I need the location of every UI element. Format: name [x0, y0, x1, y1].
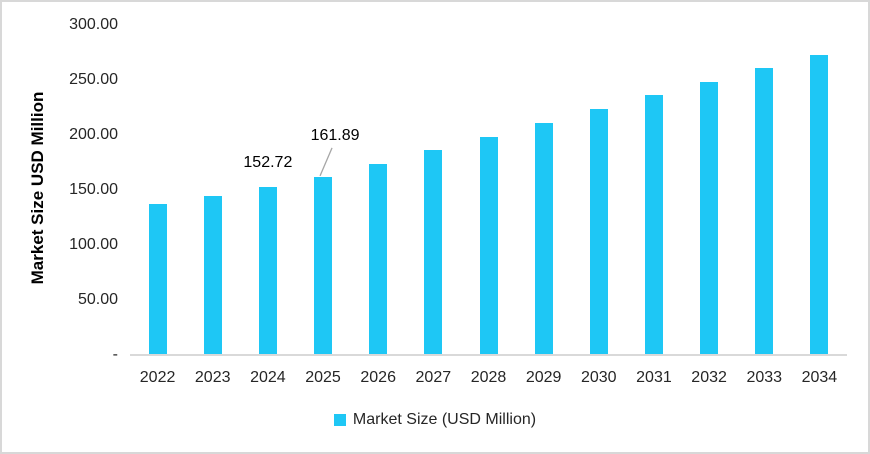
- x-tick-label-2026: 2026: [360, 369, 396, 386]
- bar-2034: [810, 54, 829, 355]
- y-tick-label: 300.00: [69, 16, 118, 33]
- bar-2024: [258, 187, 277, 355]
- x-tick-label-2032: 2032: [691, 369, 727, 386]
- bar-2029: [534, 122, 553, 355]
- x-tick-label-2027: 2027: [415, 369, 452, 386]
- bar-2022: [148, 204, 167, 355]
- bar-2027: [424, 149, 443, 355]
- legend-label: Market Size (USD Million): [352, 411, 537, 428]
- x-tick-label-2028: 2028: [470, 369, 507, 386]
- x-tick-label-2023: 2023: [194, 369, 231, 386]
- bar-2028: [479, 136, 498, 355]
- x-tick-label-2029: 2029: [525, 369, 562, 386]
- x-tick-label-2033: 2033: [746, 369, 783, 386]
- leader-line: [319, 147, 333, 177]
- bar-2033: [755, 68, 774, 355]
- x-axis-line: [130, 354, 847, 356]
- legend: Market Size (USD Million): [2, 411, 868, 429]
- data-label-2025: 161.89: [310, 126, 360, 144]
- x-tick-label-2024: 2024: [250, 369, 286, 386]
- y-tick-label: 200.00: [69, 126, 118, 143]
- x-tick-label-2030: 2030: [580, 369, 617, 386]
- x-tick-label-2025: 2025: [305, 369, 341, 386]
- data-label-2024: 152.72: [243, 154, 293, 171]
- bar-2032: [700, 81, 719, 355]
- y-tick-label: 250.00: [69, 71, 118, 88]
- y-tick-label: 150.00: [69, 181, 118, 198]
- legend-swatch-icon: [333, 414, 346, 426]
- bar-2030: [589, 109, 608, 355]
- bar-2026: [369, 163, 388, 355]
- bar-2023: [203, 196, 222, 355]
- x-tick-label-2022: 2022: [139, 369, 176, 386]
- y-tick-label: -: [112, 346, 118, 363]
- y-tick-label: 50.00: [77, 291, 118, 308]
- bar-2025: [314, 176, 333, 355]
- x-tick-label-2031: 2031: [636, 369, 672, 386]
- y-tick-label: 100.00: [69, 236, 118, 253]
- bar-2031: [644, 95, 663, 355]
- x-tick-label-2034: 2034: [801, 369, 838, 386]
